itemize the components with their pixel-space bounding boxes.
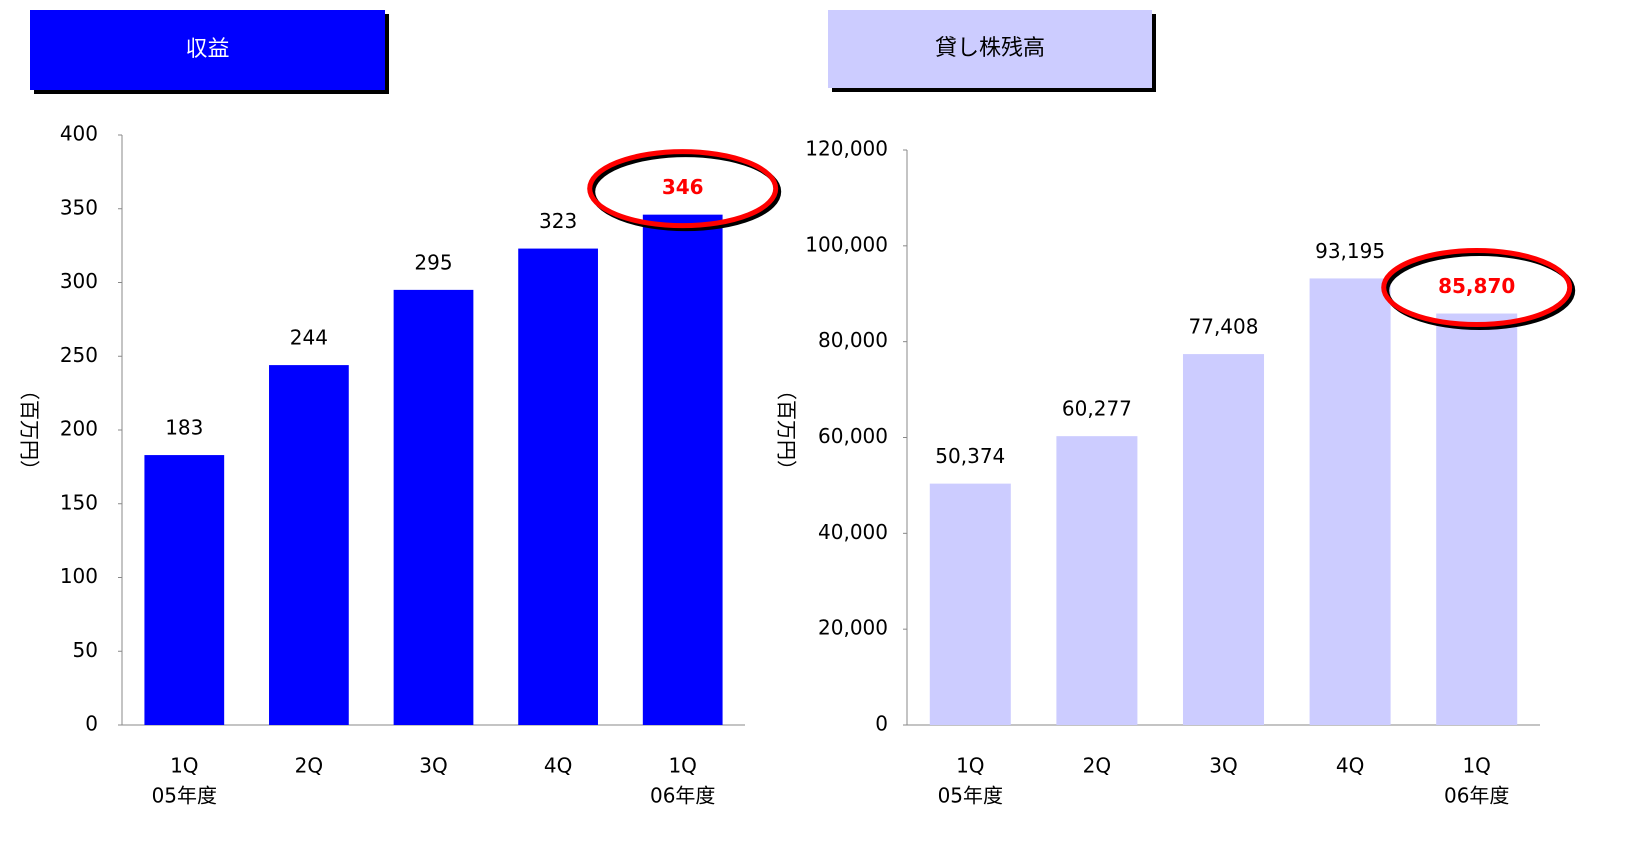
x-tick-sublabel: 06年度	[650, 784, 715, 808]
x-tick-label: 2Q	[1083, 754, 1111, 778]
y-tick-label: 40,000	[818, 520, 888, 544]
highlight-shadow	[1384, 251, 1576, 331]
value-label: 346	[662, 175, 704, 199]
y-axis-label: （百万円）	[18, 380, 42, 480]
y-tick-label: 300	[60, 269, 98, 293]
x-tick-label: 1Q	[170, 754, 198, 778]
y-tick-label: 100	[60, 564, 98, 588]
y-tick-label: 0	[85, 712, 98, 736]
value-label: 60,277	[1062, 397, 1132, 421]
y-tick-label: 60,000	[818, 424, 888, 448]
y-axis-label: （百万円）	[775, 380, 799, 480]
y-tick-label: 350	[60, 195, 98, 219]
bar	[393, 289, 474, 725]
y-tick-label: 150	[60, 490, 98, 514]
y-tick-label: 50	[73, 638, 98, 662]
x-tick-sublabel: 05年度	[152, 784, 217, 808]
value-label: 77,408	[1189, 315, 1259, 339]
value-label: 244	[290, 326, 328, 350]
chart-title: 収益	[185, 37, 229, 62]
x-tick-label: 1Q	[668, 754, 696, 778]
y-tick-label: 250	[60, 343, 98, 367]
bar	[269, 365, 349, 725]
y-tick-label: 120,000	[805, 137, 888, 161]
chart-title: 貸し株残高	[935, 36, 1045, 61]
title-box	[828, 10, 1152, 88]
value-label: 50,374	[935, 444, 1005, 468]
bar	[1309, 278, 1391, 725]
bar	[144, 455, 225, 725]
x-tick-label: 4Q	[544, 754, 572, 778]
bar	[1182, 354, 1265, 725]
bar	[642, 214, 723, 725]
highlight-ring	[587, 149, 779, 229]
y-tick-label: 80,000	[818, 328, 888, 352]
x-tick-label: 3Q	[419, 754, 447, 778]
value-label: 85,870	[1438, 274, 1515, 298]
x-tick-label: 1Q	[956, 754, 984, 778]
bar	[1056, 436, 1138, 725]
x-tick-sublabel: 05年度	[938, 784, 1003, 808]
x-tick-label: 3Q	[1209, 754, 1237, 778]
value-label: 93,195	[1315, 239, 1385, 263]
y-tick-label: 200	[60, 417, 98, 441]
value-label: 295	[414, 250, 452, 274]
x-tick-label: 1Q	[1462, 754, 1490, 778]
title-box	[30, 10, 385, 90]
y-tick-label: 100,000	[805, 232, 888, 256]
y-tick-label: 0	[875, 712, 888, 736]
value-label: 183	[165, 416, 203, 440]
y-tick-label: 20,000	[818, 616, 888, 640]
bar	[518, 248, 598, 725]
x-tick-sublabel: 06年度	[1444, 784, 1509, 808]
bar	[929, 483, 1011, 725]
y-tick-label: 400	[60, 122, 98, 146]
highlight-shadow	[590, 152, 782, 232]
bar	[1436, 313, 1518, 725]
value-label: 323	[539, 209, 577, 233]
x-tick-label: 2Q	[295, 754, 323, 778]
highlight-ring	[1381, 248, 1573, 328]
x-tick-label: 4Q	[1336, 754, 1364, 778]
